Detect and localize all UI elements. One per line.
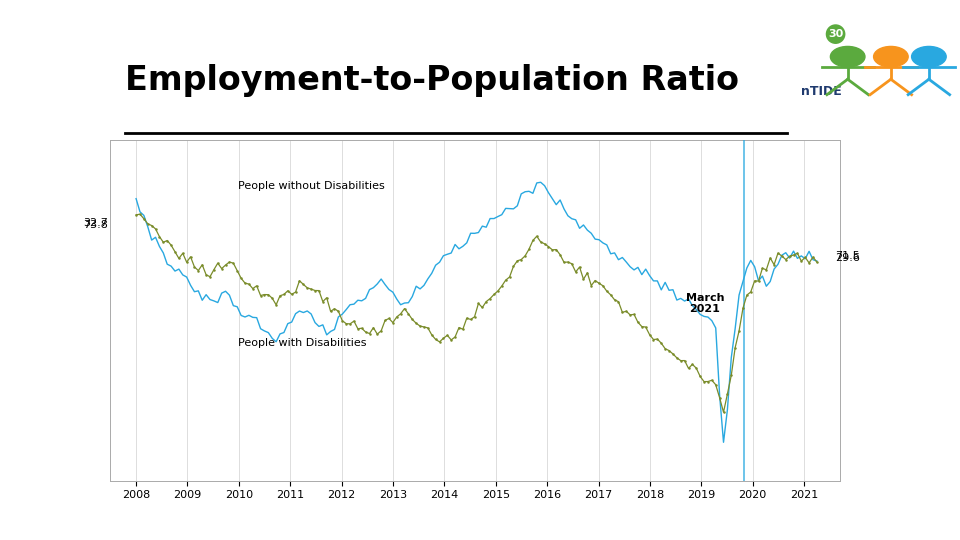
Text: 29.6: 29.6 — [835, 253, 860, 264]
Text: 30: 30 — [828, 29, 843, 39]
Text: People with Disabilities: People with Disabilities — [238, 338, 367, 348]
Circle shape — [830, 46, 865, 67]
Text: 73.8: 73.8 — [83, 220, 108, 229]
Text: 27: 27 — [912, 508, 931, 523]
Text: nTIDE: nTIDE — [801, 85, 842, 98]
Text: 32.7: 32.7 — [83, 218, 108, 228]
Text: #nTIDE: #nTIDE — [19, 508, 77, 523]
Text: March
2021: March 2021 — [685, 293, 724, 314]
Circle shape — [912, 46, 947, 67]
Text: 71.5: 71.5 — [835, 251, 859, 261]
Circle shape — [874, 46, 908, 67]
Text: Employment-to-Population Ratio: Employment-to-Population Ratio — [125, 64, 739, 97]
Text: People without Disabilities: People without Disabilities — [238, 181, 385, 191]
